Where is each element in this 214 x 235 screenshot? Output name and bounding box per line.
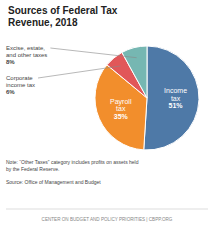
pie-slice (122, 46, 147, 98)
leader-line (50, 48, 136, 58)
slice-label-line: tax (171, 95, 181, 102)
data-label: 8% (6, 59, 15, 65)
pie-slice (144, 46, 199, 150)
data-label: 51% (169, 102, 184, 109)
leader-line (38, 66, 120, 78)
slice-label: Corporateincome tax (6, 75, 35, 88)
chart: Sources of Federal TaxRevenue, 2018 Incom… (0, 0, 214, 235)
outside-label: Excise, estate,and other taxes8% (6, 45, 47, 65)
note: Note: “Other Taxes” category includes pr… (6, 159, 139, 172)
slice-label-line: Excise, estate, (6, 45, 45, 51)
note-line: by the Federal Reserve. (6, 166, 59, 172)
source-line: Source: Office of Management and Budget (6, 179, 101, 185)
labels: Incometax51%Payrolltax35%Excise, estate,… (6, 45, 187, 120)
chart-container: Sources of Federal TaxRevenue, 2018 Incom… (0, 0, 214, 235)
pie (95, 46, 199, 150)
divider (6, 209, 208, 210)
slice-label-line: Corporate (6, 75, 33, 81)
data-label-line: 35% (114, 113, 129, 120)
slice-label: Payrolltax (110, 98, 132, 113)
data-label: 35% (114, 113, 129, 120)
slice-label-line: and other taxes (6, 52, 47, 58)
data-label: 6% (6, 89, 15, 95)
slice-label-line: income tax (6, 82, 35, 88)
title-line: Sources of Federal Tax (8, 5, 118, 16)
data-label-line: 8% (6, 59, 15, 65)
slice-label: Incometax (164, 87, 187, 102)
footer-line: CENTER ON BUDGET AND POLICY PRIORITIES |… (42, 217, 173, 222)
footer: CENTER ON BUDGET AND POLICY PRIORITIES |… (42, 217, 173, 222)
title: Sources of Federal TaxRevenue, 2018 (8, 5, 118, 28)
source: Source: Office of Management and Budget (6, 179, 101, 185)
slice-label: Excise, estate,and other taxes (6, 45, 47, 58)
outside-label: Corporateincome tax6% (6, 75, 35, 95)
slice-label-line: Income (164, 87, 187, 94)
title-line: Revenue, 2018 (8, 17, 78, 28)
note-line: Note: “Other Taxes” category includes pr… (6, 159, 139, 165)
slice-label-line: tax (116, 105, 126, 112)
data-label-line: 6% (6, 89, 15, 95)
data-label-line: 51% (169, 102, 184, 109)
